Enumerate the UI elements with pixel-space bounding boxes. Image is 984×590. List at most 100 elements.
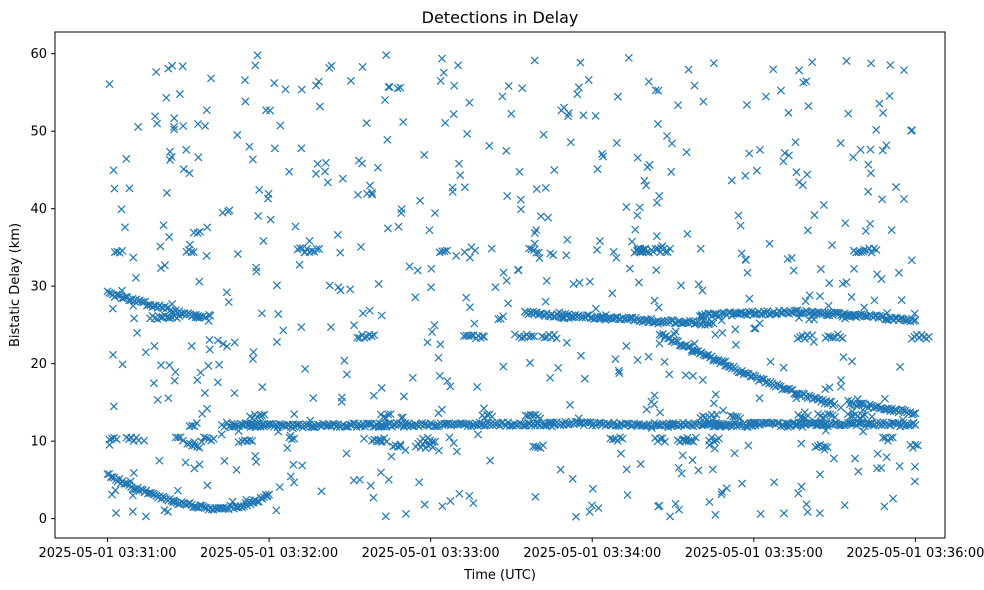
detection-marker bbox=[751, 324, 760, 333]
detection-marker bbox=[248, 414, 257, 423]
detection-marker bbox=[690, 347, 699, 356]
detection-marker bbox=[737, 249, 746, 258]
detection-marker bbox=[776, 86, 786, 95]
detection-marker bbox=[248, 436, 257, 445]
detection-marker bbox=[380, 422, 389, 431]
detection-marker bbox=[518, 84, 527, 93]
detection-marker bbox=[233, 130, 242, 140]
detection-marker bbox=[644, 352, 653, 361]
detection-marker bbox=[340, 356, 349, 365]
detection-marker bbox=[631, 225, 640, 234]
detection-marker bbox=[430, 321, 439, 330]
detection-marker bbox=[779, 363, 788, 372]
detection-marker bbox=[397, 205, 406, 214]
detection-marker bbox=[274, 310, 283, 319]
detection-marker bbox=[366, 481, 375, 490]
detection-marker bbox=[120, 223, 129, 232]
detection-marker bbox=[626, 422, 635, 431]
detection-marker bbox=[437, 54, 447, 63]
detection-marker bbox=[541, 297, 550, 306]
detection-marker bbox=[899, 66, 909, 75]
detection-marker bbox=[765, 239, 774, 248]
detection-marker bbox=[880, 502, 889, 511]
detection-marker bbox=[652, 198, 661, 207]
detection-marker bbox=[305, 237, 314, 246]
detection-marker bbox=[640, 176, 649, 185]
detection-marker bbox=[430, 437, 440, 446]
detection-marker bbox=[452, 251, 461, 260]
detection-marker bbox=[427, 283, 436, 292]
detection-marker bbox=[800, 408, 809, 417]
detection-marker bbox=[742, 100, 751, 109]
detection-marker bbox=[232, 421, 241, 430]
detection-marker bbox=[155, 313, 164, 322]
detection-marker bbox=[847, 292, 856, 302]
detection-marker bbox=[182, 145, 191, 154]
detection-marker bbox=[313, 159, 322, 168]
detection-marker bbox=[129, 301, 138, 310]
detection-marker bbox=[401, 446, 410, 455]
detection-marker bbox=[734, 211, 743, 220]
detection-marker bbox=[129, 468, 138, 477]
detection-marker bbox=[569, 313, 578, 322]
detection-marker bbox=[857, 248, 866, 257]
detection-marker bbox=[750, 418, 760, 427]
detection-marker bbox=[622, 202, 631, 211]
detection-marker bbox=[694, 280, 703, 289]
detection-marker bbox=[393, 84, 402, 93]
detection-marker bbox=[867, 248, 876, 257]
detection-marker bbox=[656, 408, 665, 417]
detection-marker bbox=[624, 53, 633, 62]
detection-marker bbox=[870, 296, 879, 305]
detection-marker bbox=[878, 195, 887, 204]
detection-marker bbox=[381, 413, 390, 422]
detection-marker bbox=[636, 460, 645, 469]
detection-marker bbox=[193, 120, 203, 129]
detection-marker bbox=[811, 421, 820, 430]
detection-marker bbox=[898, 415, 908, 424]
detection-marker bbox=[886, 61, 895, 70]
detection-marker bbox=[674, 101, 683, 110]
detection-marker bbox=[220, 456, 229, 466]
detection-marker bbox=[731, 340, 740, 349]
detection-marker bbox=[562, 420, 572, 429]
detection-marker bbox=[731, 325, 740, 334]
detection-marker bbox=[491, 283, 500, 292]
detection-marker bbox=[396, 442, 405, 451]
detection-marker bbox=[399, 117, 408, 127]
detection-marker bbox=[298, 461, 307, 470]
detection-marker bbox=[327, 61, 336, 70]
detection-marker bbox=[289, 460, 298, 469]
detection-marker bbox=[830, 413, 840, 422]
detection-marker bbox=[128, 491, 137, 500]
detection-marker bbox=[274, 427, 283, 436]
detection-marker bbox=[241, 419, 250, 428]
detection-marker bbox=[462, 293, 471, 302]
detection-marker bbox=[399, 392, 408, 401]
detection-marker bbox=[272, 506, 281, 515]
detection-marker bbox=[709, 419, 718, 428]
detection-marker bbox=[836, 382, 845, 391]
detection-marker bbox=[557, 106, 566, 115]
detection-marker bbox=[799, 78, 808, 87]
detection-marker bbox=[591, 111, 600, 120]
detection-marker bbox=[658, 434, 667, 443]
detection-marker bbox=[150, 342, 159, 351]
detection-marker bbox=[653, 244, 662, 253]
detection-marker bbox=[647, 397, 656, 406]
detection-marker bbox=[616, 433, 625, 442]
detection-marker bbox=[167, 153, 176, 162]
detection-marker bbox=[579, 111, 588, 120]
detection-marker bbox=[540, 333, 549, 342]
detection-marker bbox=[899, 406, 908, 415]
detection-marker bbox=[847, 419, 856, 428]
detection-marker bbox=[709, 319, 718, 328]
detection-marker bbox=[824, 301, 833, 310]
detection-marker bbox=[379, 413, 388, 422]
detection-marker bbox=[334, 283, 343, 292]
detection-marker bbox=[815, 509, 824, 518]
detection-marker bbox=[888, 433, 897, 442]
detection-marker bbox=[169, 122, 178, 131]
detection-marker bbox=[804, 102, 813, 111]
detection-marker bbox=[538, 441, 547, 450]
